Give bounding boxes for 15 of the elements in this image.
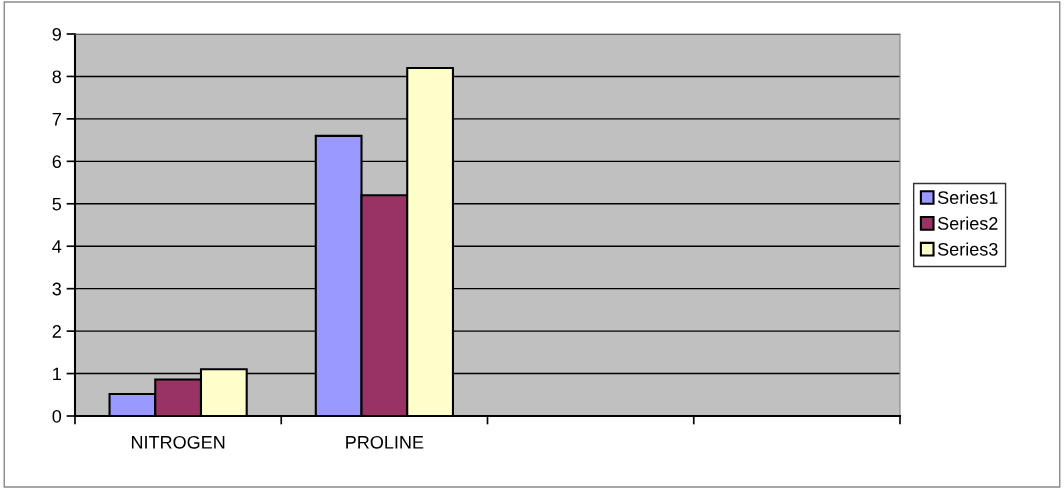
y-tick-label: 5: [52, 197, 62, 211]
legend-label: Series1: [937, 190, 998, 204]
y-tick-label: 1: [53, 367, 61, 381]
y-tick-label: 3: [52, 282, 62, 296]
y-tick-label: 4: [52, 240, 62, 253]
y-tick-label: 2: [52, 325, 61, 338]
legend-label: Series3: [937, 242, 998, 256]
y-tick-label: 8: [52, 70, 62, 84]
y-tick-label: 7: [52, 113, 61, 126]
x-tick-label: NITROGEN: [131, 435, 225, 449]
x-tick-label: PROLINE: [346, 435, 424, 449]
y-tick-label: 9: [52, 27, 61, 41]
legend-label: Series2: [937, 216, 998, 230]
y-tick-label: 6: [52, 155, 62, 169]
y-tick-label: 0: [52, 409, 62, 423]
